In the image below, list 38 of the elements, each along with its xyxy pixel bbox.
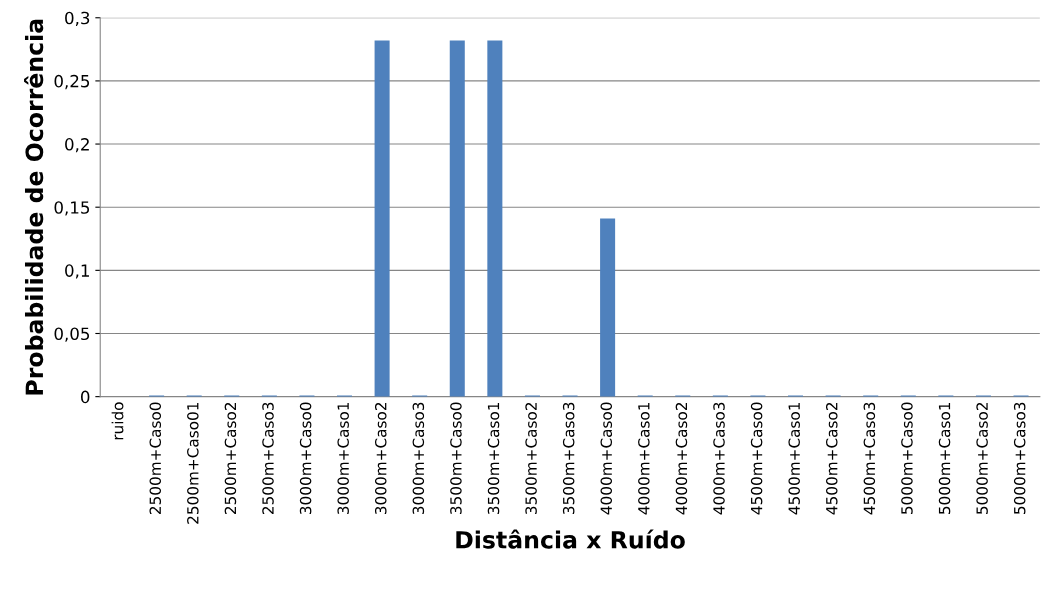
x-tick-label: 2500m+Caso3: [262, 402, 274, 515]
x-tick-label: 4000m+Caso3: [713, 402, 725, 515]
x-axis-title: Distância x Ruído: [456, 529, 685, 549]
x-tick-label: 4000m+Caso1: [638, 402, 650, 515]
x-tick-label: 3000m+Caso0: [299, 402, 312, 514]
x-tick-label: 3500m+Caso0: [450, 402, 462, 514]
x-tick-label: 5000m+Caso3: [1013, 402, 1026, 514]
x-tick-label: 3000m+Caso2: [374, 403, 387, 514]
x-tick-label: 5000m+Caso2: [976, 403, 988, 514]
bar: [600, 218, 616, 397]
y-axis-title: Probabilidade de Ocorrência: [24, 19, 44, 395]
x-tick-label: 4500m+Caso1: [788, 402, 800, 515]
y-tick-label: 0,3: [65, 11, 90, 27]
y-tick-label: 0,05: [54, 327, 90, 342]
x-tick-label: 5000m+Caso0: [901, 402, 913, 514]
x-tick-label: 4000m+Caso2: [675, 403, 688, 515]
y-tick-label: 0,25: [54, 74, 90, 90]
bar: [374, 40, 390, 397]
x-tick-label: 2500m+Caso2: [224, 403, 237, 515]
x-tick-label: 4500m+Caso3: [863, 402, 876, 515]
y-tick-label: 0,1: [65, 264, 89, 279]
x-tick-label: 4500m+Caso2: [825, 403, 838, 515]
bar: [487, 40, 503, 397]
bar: [449, 40, 465, 397]
y-tick-label: 0: [81, 390, 90, 404]
x-tick-label: 3500m+Caso1: [487, 402, 500, 514]
x-tick-label: 3000m+Caso3: [412, 402, 425, 514]
x-tick-label: 5000m+Caso1: [938, 402, 951, 514]
x-tick-label: ruido: [111, 402, 124, 440]
x-tick-label: 3000m+Caso1: [337, 402, 349, 514]
x-tick-label: 4000m+Caso0: [600, 402, 613, 515]
x-tick-label: 3500m+Caso3: [562, 402, 575, 514]
x-tick-label: 2500m+Caso0: [149, 402, 162, 515]
x-tick-label: 2500m+Caso01: [187, 402, 199, 524]
x-tick-label: 4500m+Caso0: [750, 402, 763, 515]
y-tick-label: 0,15: [54, 201, 90, 216]
x-tick-label: 3500m+Caso2: [525, 403, 537, 514]
y-tick-label: 0,2: [65, 138, 89, 153]
